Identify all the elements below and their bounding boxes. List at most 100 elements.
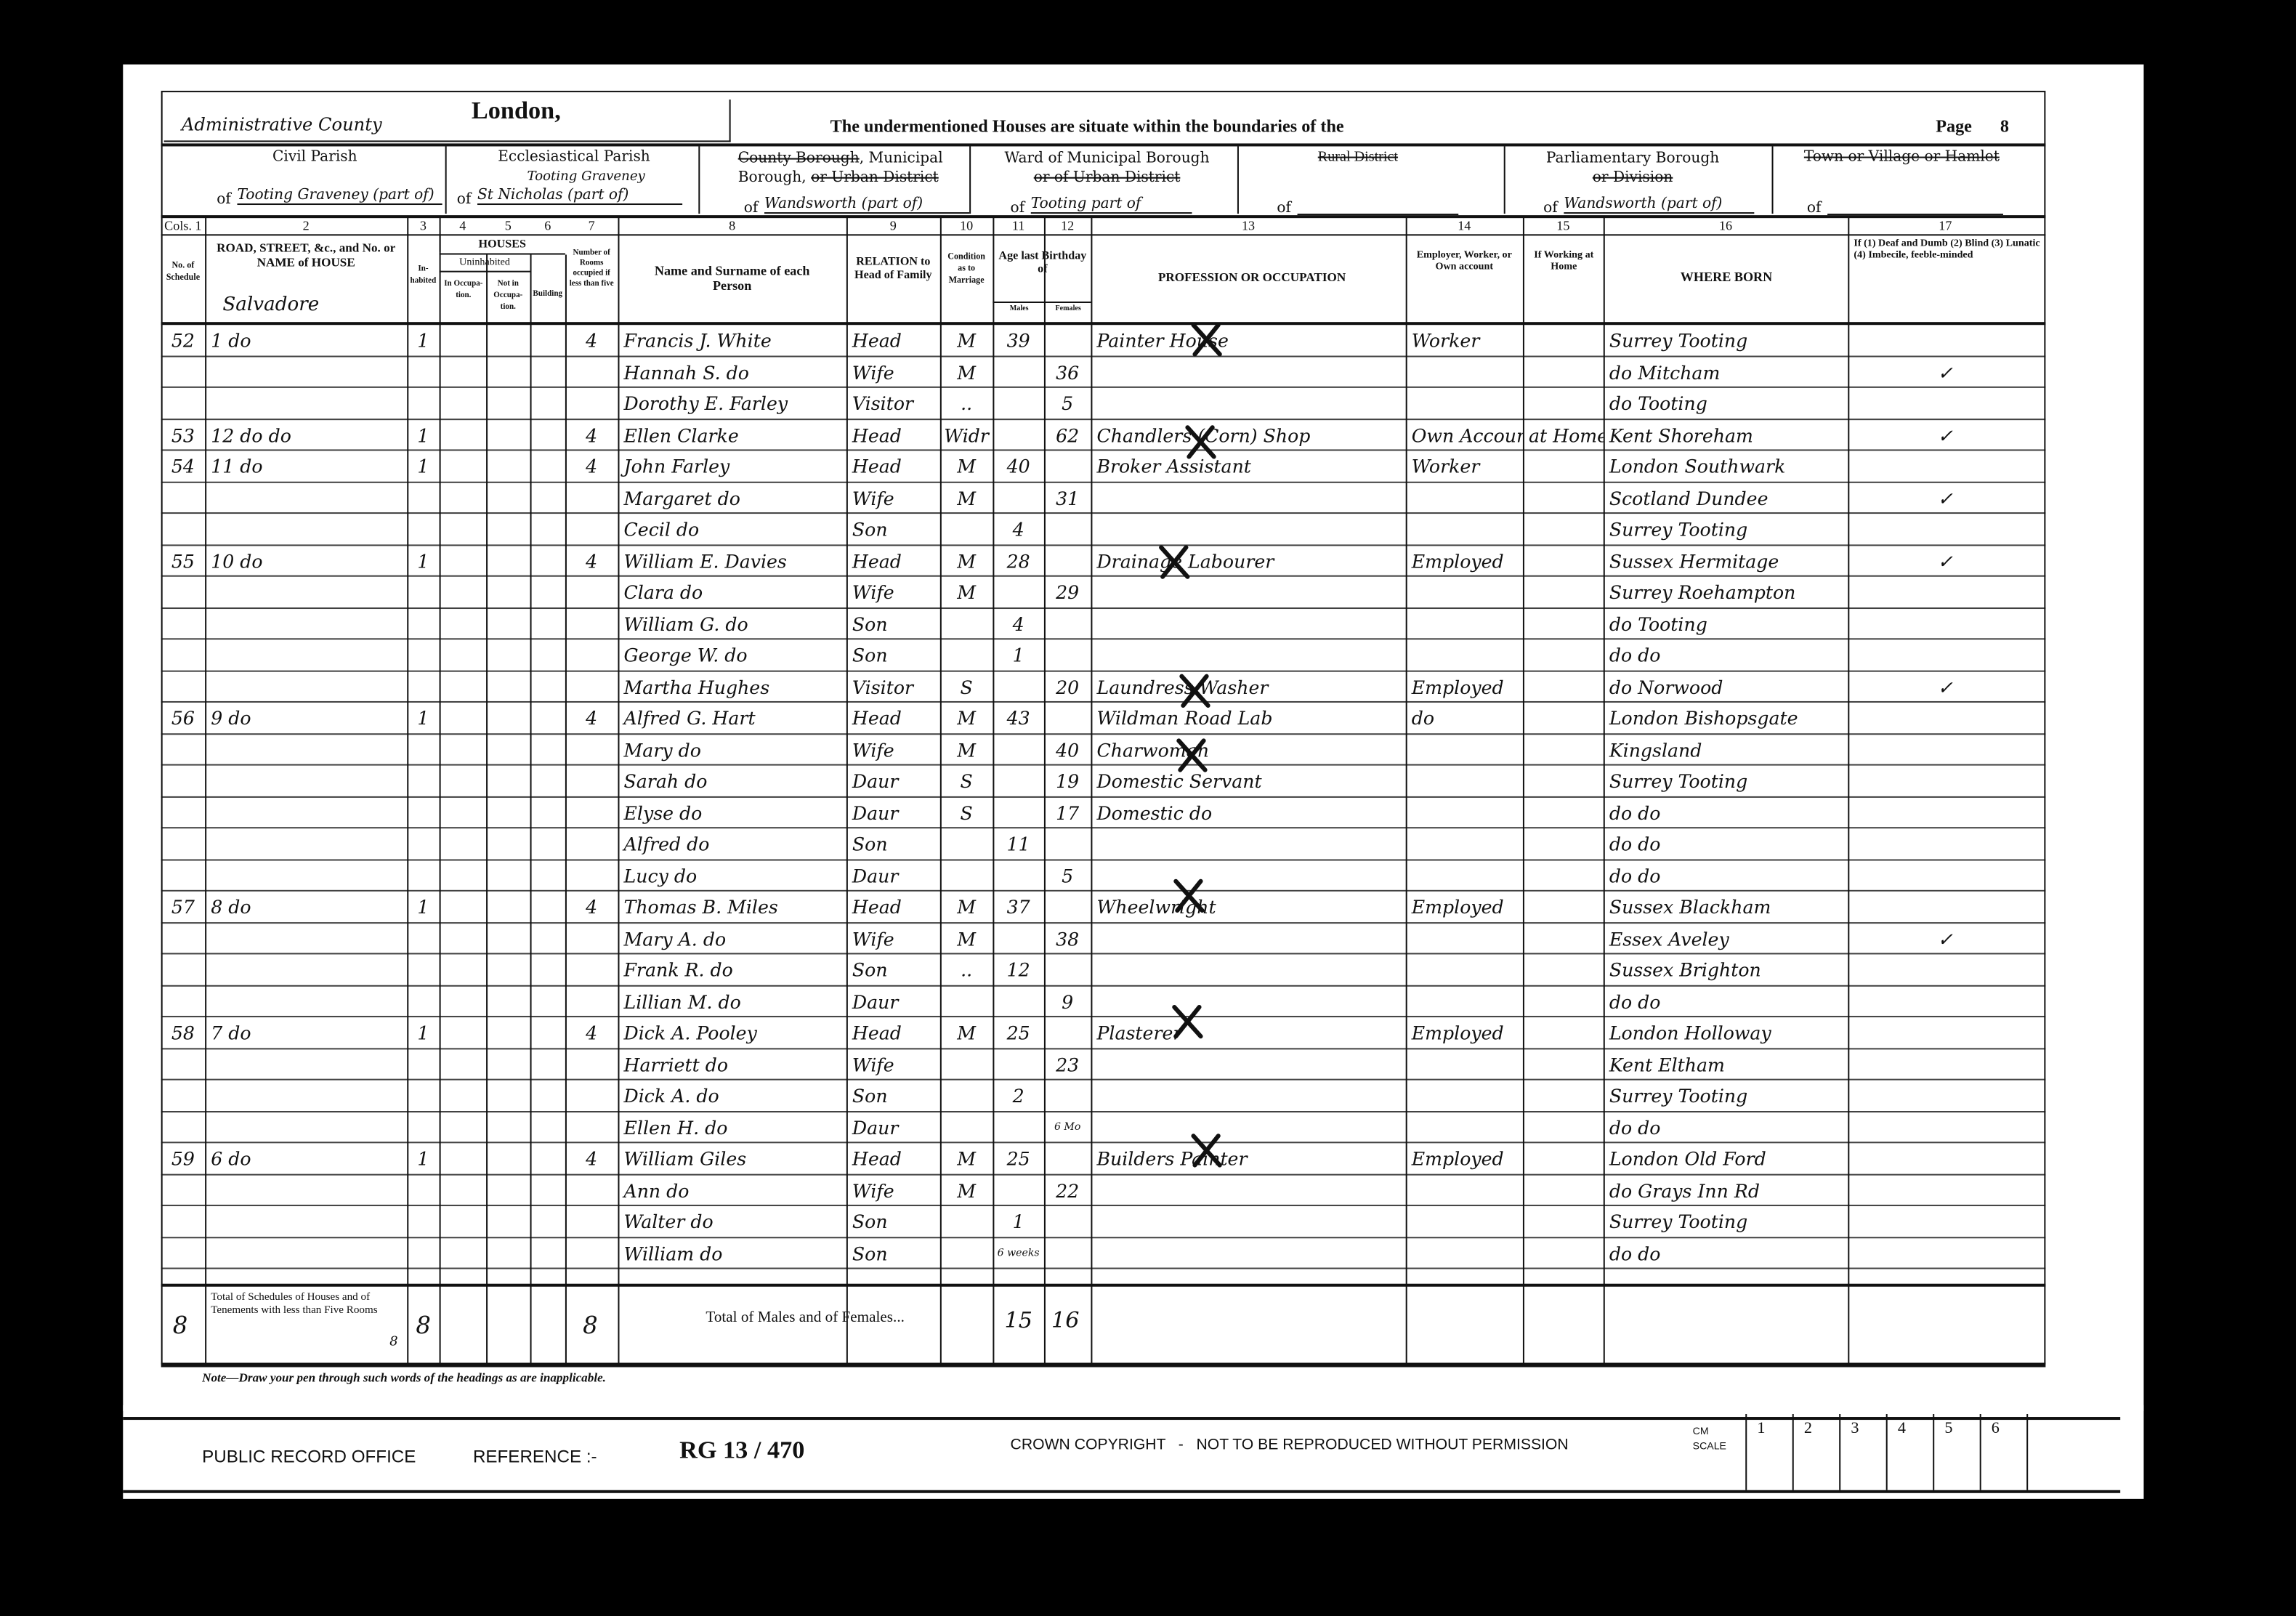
header-uninhabited: Uninhabited bbox=[459, 256, 510, 268]
ward-value: Tooting part of bbox=[1030, 196, 1192, 214]
column-divider bbox=[205, 217, 207, 1363]
cell-condition: M bbox=[957, 1179, 977, 1201]
cell-age-m: 4 bbox=[1012, 613, 1024, 635]
table-row: 58 7 do 1 4 Dick A. Pooley Head M 25 Plasterer Em… bbox=[161, 1017, 2046, 1049]
town-village-of: of bbox=[1806, 200, 1822, 217]
rule bbox=[161, 1283, 2046, 1287]
row-rule bbox=[161, 1204, 2046, 1206]
table-row: Harriett do Wife 23 Kent Eltham bbox=[161, 1049, 2046, 1080]
divider bbox=[1503, 146, 1506, 214]
cell-name: Clara do bbox=[623, 581, 703, 603]
rule bbox=[993, 301, 1091, 304]
struck-label: Rural District bbox=[1317, 149, 1399, 166]
form-title: The undermentioned Houses are situate wi… bbox=[830, 116, 1344, 137]
column-divider bbox=[993, 217, 995, 1363]
cell-name: William E. Davies bbox=[623, 549, 787, 572]
label-part: Borough, bbox=[737, 169, 807, 186]
cell-relation: Daur bbox=[852, 801, 899, 824]
cell-infirm: ✓ bbox=[1937, 486, 1953, 509]
archive-footer bbox=[123, 1405, 2144, 1499]
scale-mark: 1 bbox=[1757, 1420, 1766, 1438]
table-row: Mary do Wife M 40 Charwoman Kingsland bbox=[161, 734, 2046, 766]
row-rule bbox=[161, 575, 2046, 577]
cross-mark-icon bbox=[1189, 322, 1224, 357]
table-row: George W. do Son 1 do do bbox=[161, 639, 2046, 671]
column-number: 14 bbox=[1458, 218, 1471, 233]
cell-condition: M bbox=[957, 1022, 977, 1044]
cell-condition: M bbox=[957, 360, 977, 383]
cell-born: Surrey Tooting bbox=[1609, 518, 1748, 541]
table-row: 54 11 do 1 4 John Farley Head M 40 Broker Assist… bbox=[161, 451, 2046, 482]
cell-infirm: ✓ bbox=[1937, 927, 1953, 950]
cell-schedule: 57 bbox=[171, 895, 195, 918]
street-name: Salvadore bbox=[222, 294, 320, 317]
cell-born: do do bbox=[1609, 864, 1661, 886]
cell-relation: Wife bbox=[852, 486, 894, 509]
cell-employment: Worker bbox=[1411, 455, 1480, 477]
row-rule bbox=[161, 512, 2046, 514]
cell-age-f: 17 bbox=[1056, 801, 1080, 824]
cell-address: 10 do bbox=[211, 549, 263, 572]
scale-mark: 5 bbox=[1944, 1420, 1953, 1438]
column-divider bbox=[939, 217, 942, 1363]
ward-label: Ward of Municipal Borough or of Urban Dis… bbox=[990, 149, 1224, 187]
scale-mark: 6 bbox=[1991, 1420, 2000, 1438]
cell-name: Lillian M. do bbox=[623, 990, 741, 1013]
rule bbox=[439, 253, 565, 255]
cell-name: Dick A. Pooley bbox=[623, 1022, 757, 1044]
cell-rooms: 4 bbox=[586, 707, 598, 730]
cell-relation: Daur bbox=[852, 769, 899, 792]
cell-name: Walter do bbox=[623, 1210, 714, 1233]
cell-age-m: 2 bbox=[1012, 1084, 1024, 1107]
column-number: 3 bbox=[419, 218, 427, 233]
cell-age-f: 6 Mo bbox=[1054, 1120, 1081, 1133]
cell-rooms: 4 bbox=[586, 549, 598, 572]
scale-tick bbox=[1885, 1414, 1888, 1490]
parliamentary-borough-value: Wandsworth (part of) bbox=[1564, 196, 1755, 214]
cross-mark-icon bbox=[1157, 544, 1192, 579]
cell-born: do do bbox=[1609, 833, 1661, 855]
cell-age-f: 23 bbox=[1056, 1053, 1080, 1075]
table-row: Dick A. do Son 2 Surrey Tooting bbox=[161, 1080, 2046, 1112]
cell-relation: Son bbox=[852, 613, 888, 635]
cell-relation: Daur bbox=[852, 990, 899, 1013]
cell-age-m: 25 bbox=[1006, 1022, 1030, 1044]
scale-tick bbox=[1839, 1414, 1841, 1490]
total-females: 16 bbox=[1051, 1306, 1080, 1334]
row-rule bbox=[161, 1016, 2046, 1018]
cell-born: London Holloway bbox=[1609, 1022, 1771, 1044]
cell-name: Mary do bbox=[623, 738, 701, 761]
divider bbox=[445, 146, 448, 214]
cross-mark-icon bbox=[1183, 424, 1218, 459]
cell-schedule: 58 bbox=[171, 1022, 195, 1044]
cell-rooms: 4 bbox=[586, 1022, 598, 1044]
cell-age-f: 62 bbox=[1056, 424, 1080, 446]
total-males: 15 bbox=[1004, 1306, 1032, 1334]
struck-label: County Borough bbox=[737, 150, 860, 167]
row-rule bbox=[161, 827, 2046, 829]
row-rule bbox=[161, 795, 2046, 797]
cell-age-f: 40 bbox=[1056, 738, 1080, 761]
row-rule bbox=[161, 1110, 2046, 1112]
cell-condition: M bbox=[957, 455, 977, 477]
cell-rooms: 4 bbox=[586, 424, 598, 446]
cell-age-f: 31 bbox=[1056, 486, 1080, 509]
admin-county-value: London, bbox=[471, 96, 561, 125]
cell-rooms: 4 bbox=[586, 895, 598, 918]
cell-address: 11 do bbox=[211, 455, 263, 477]
rule bbox=[161, 215, 2046, 219]
cell-born: do Mitcham bbox=[1609, 360, 1721, 383]
header-infirmity: If (1) Deaf and Dumb (2) Blind (3) Lunat… bbox=[1854, 237, 2040, 261]
row-rule bbox=[161, 700, 2046, 703]
cell-name: Ellen H. do bbox=[623, 1116, 728, 1139]
table-row: Ann do Wife M 22 do Grays Inn Rd bbox=[161, 1175, 2046, 1206]
cell-name: William do bbox=[623, 1242, 723, 1264]
cell-employment: Worker bbox=[1411, 329, 1480, 352]
cell-name: William Giles bbox=[623, 1147, 747, 1170]
rule bbox=[161, 322, 2046, 325]
cell-condition: .. bbox=[961, 392, 973, 415]
column-number: 15 bbox=[1556, 218, 1570, 233]
header-females: Females bbox=[1055, 306, 1081, 314]
cell-relation: Son bbox=[852, 518, 888, 541]
